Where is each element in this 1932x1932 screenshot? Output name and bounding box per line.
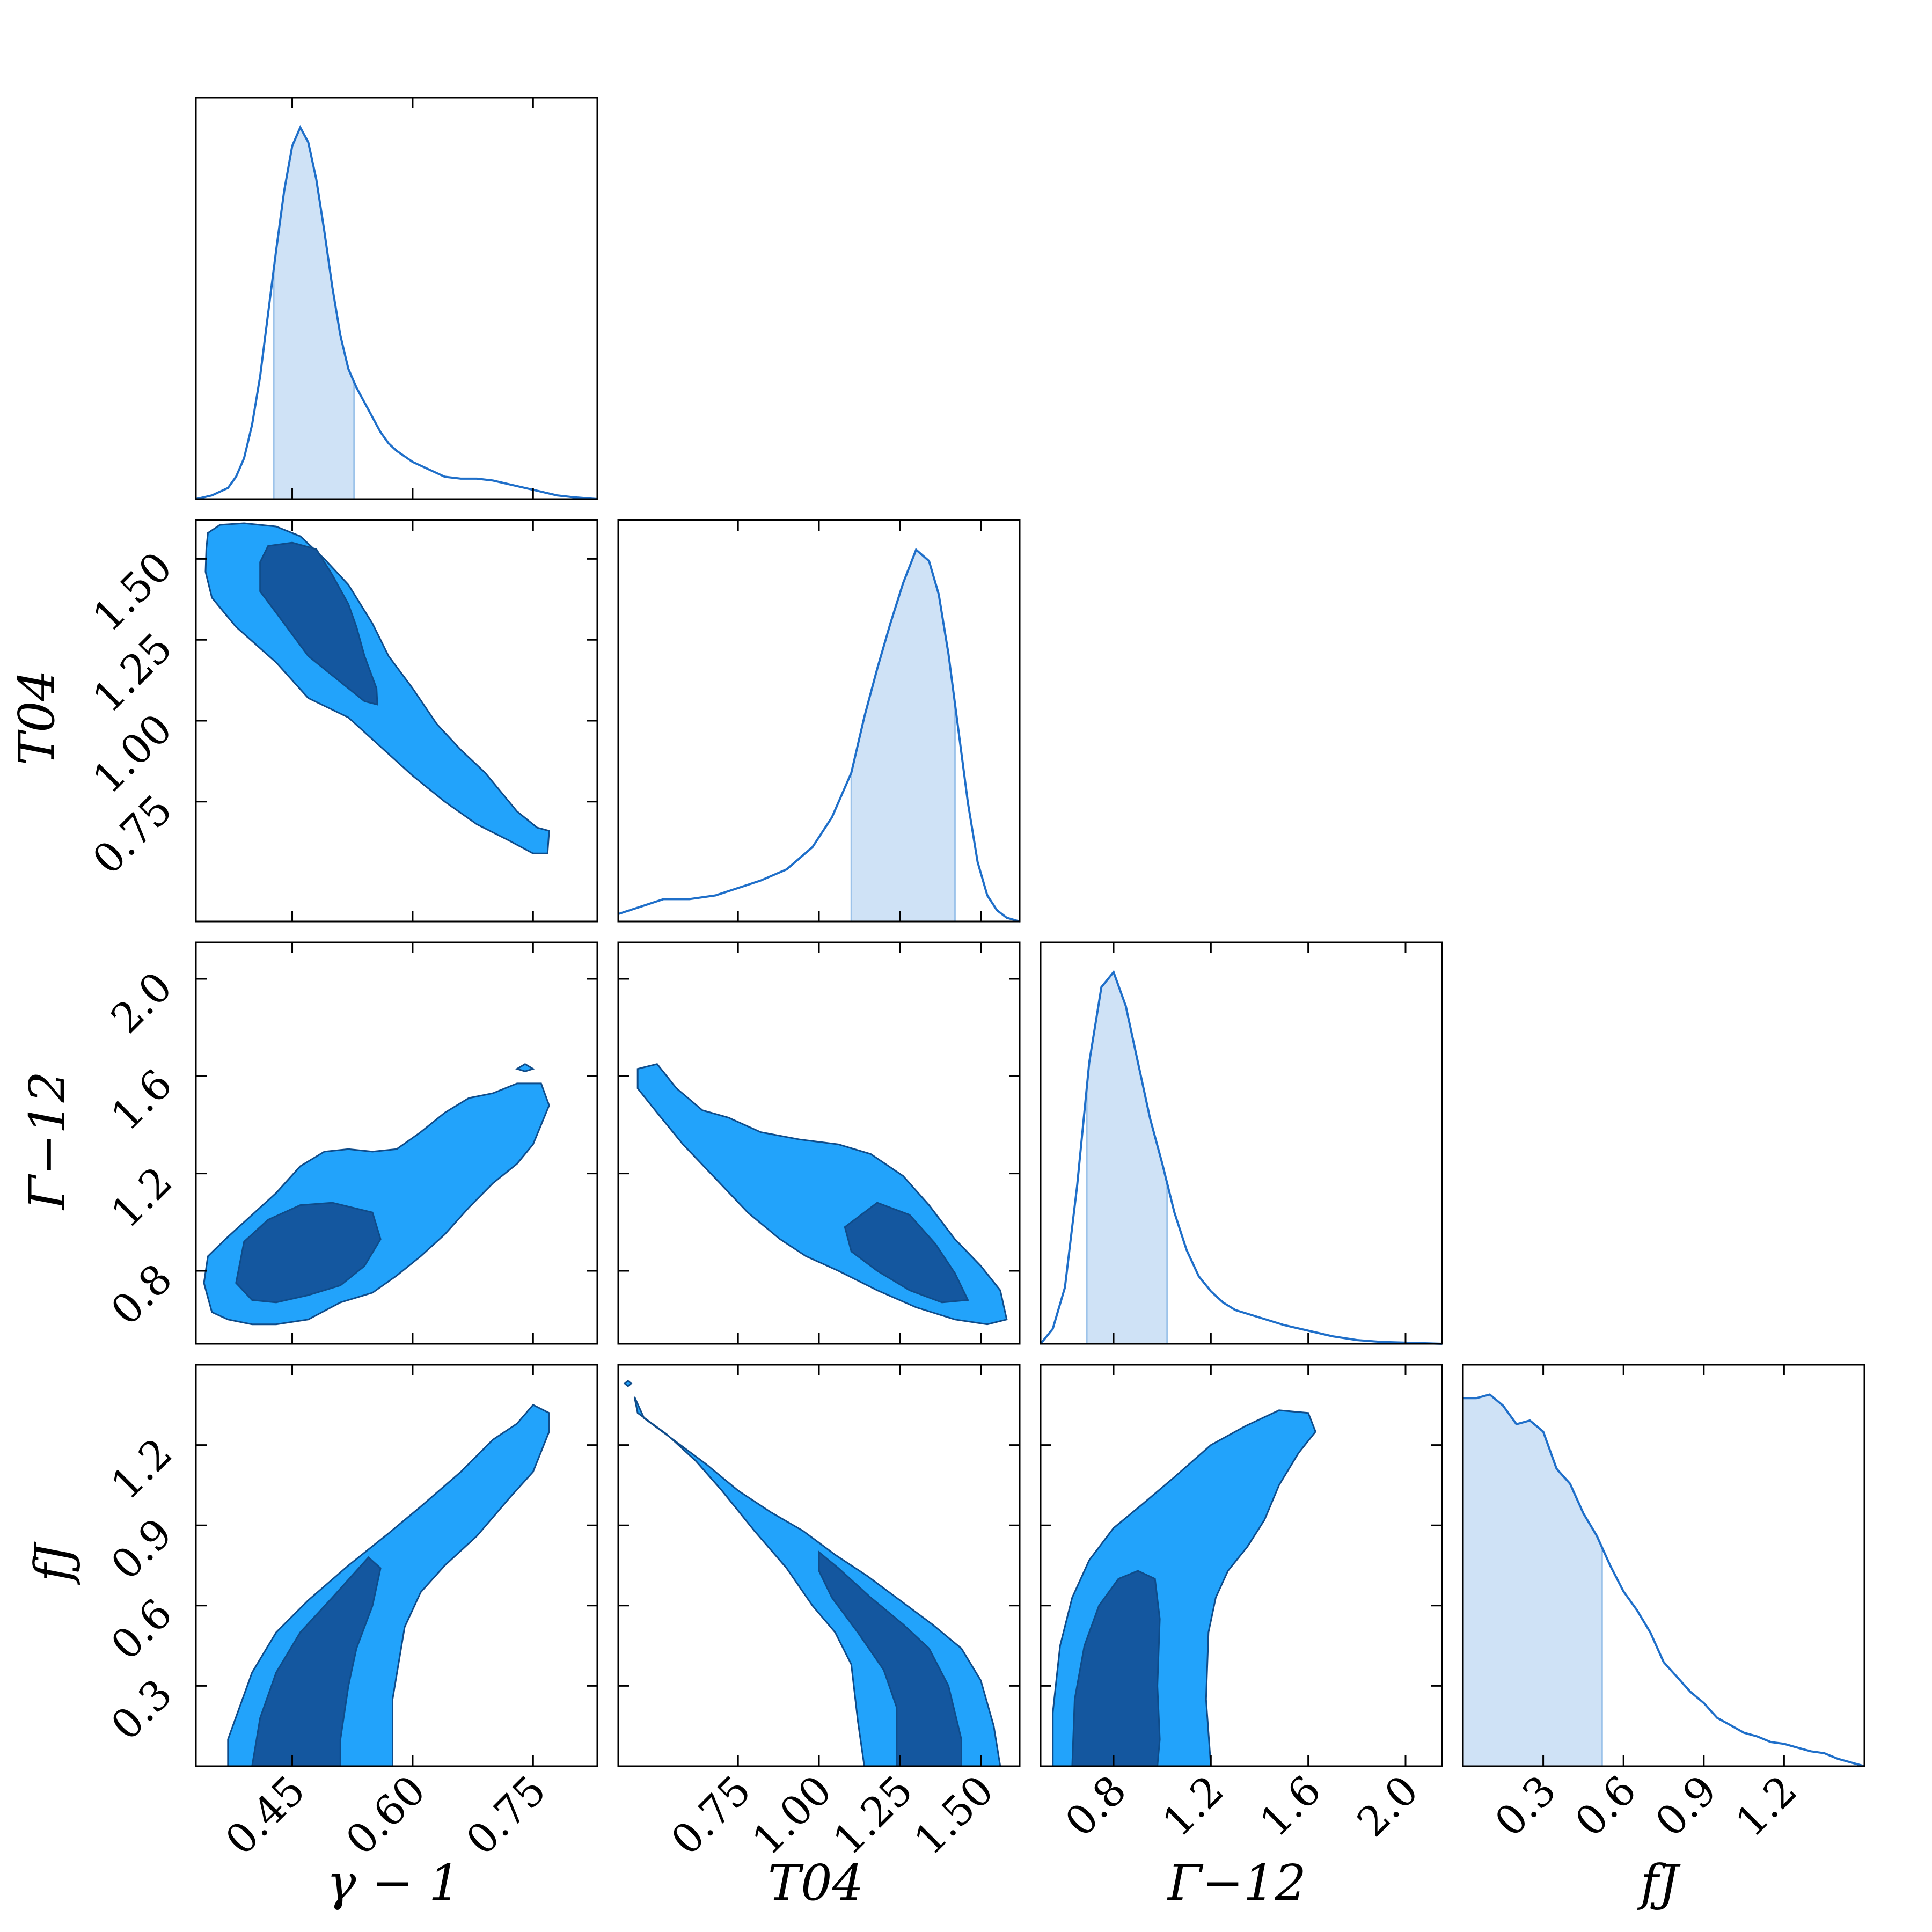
kde-line-Gamma12 <box>1040 970 1443 1345</box>
marginal-panel-gamma <box>195 97 598 500</box>
x-tick-label-fJ-3: 1.2 <box>1726 1766 1806 1846</box>
y-axis-label-gamma12-text: Γ−12 <box>19 1071 76 1211</box>
credible-interval-fJ <box>1462 1394 1603 1767</box>
marginal-frame-fJ <box>1462 1364 1865 1767</box>
x-axis-label-t04-text: T04 <box>768 1854 863 1912</box>
y-axis-label-gamma12: Γ−12 <box>19 1071 76 1211</box>
kde-line-gamma <box>195 125 598 500</box>
y-axis-label-t04: T04 <box>8 670 65 765</box>
y-tick-label-gamma-fJ-y-1: 0.6 <box>101 1590 181 1669</box>
contour-68-T04-Gamma12 <box>844 1202 969 1304</box>
x-axis-label-gamma12-text: Γ−12 <box>1167 1854 1306 1912</box>
x-axis-label-gamma: γ − 1 <box>326 1854 460 1912</box>
x-axis-label-fj-text: fJ <box>1637 1854 1681 1912</box>
x-axis-label-fj: fJ <box>1637 1854 1681 1912</box>
x-tick-label-T04-fJ-x-2: 1.25 <box>824 1766 922 1864</box>
x-axis-label-t04: T04 <box>768 1854 863 1912</box>
y-tick-label-gamma-T04-y-1: 1.00 <box>83 705 181 803</box>
x-tick-label-T04-fJ-x-1: 1.00 <box>743 1766 841 1864</box>
marginal-panel-T04 <box>617 519 1021 923</box>
x-tick-label-fJ-0: 0.3 <box>1485 1766 1565 1846</box>
y-tick-label-gamma-Gamma12-y-2: 1.6 <box>101 1060 181 1139</box>
marginal-frame-gamma <box>195 97 598 500</box>
contour-68-gamma-T04 <box>259 541 378 706</box>
contour-68-gamma-Gamma12 <box>235 1202 382 1304</box>
marginal-panel-Gamma12 <box>1040 941 1443 1345</box>
contour-panel-gamma-T04: 0.751.001.251.50 <box>83 519 598 923</box>
x-tick-label-Gamma12-fJ-x-1: 1.2 <box>1153 1766 1233 1846</box>
contour-frame-gamma-fJ <box>195 1364 598 1767</box>
y-tick-label-gamma-fJ-y-3: 1.2 <box>101 1429 181 1508</box>
marginal-panel-fJ: 0.3 0.6 0.9 1.2 <box>1462 1364 1865 1846</box>
contour-95-gamma-T04 <box>204 522 550 854</box>
y-axis-label-fj-text: fJ <box>24 1541 82 1585</box>
y-tick-label-gamma-T04-y-3: 1.50 <box>83 543 181 641</box>
y-tick-label-gamma-T04-y-2: 1.25 <box>83 624 181 722</box>
x-tick-label-fJ-2: 0.9 <box>1646 1766 1725 1846</box>
contour-frame-gamma-Gamma12 <box>195 941 598 1345</box>
contour-frame-Gamma12-fJ <box>1040 1364 1443 1767</box>
x-tick-label-Gamma12-fJ-x-3: 2.0 <box>1348 1766 1427 1846</box>
contour-68-gamma-fJ <box>251 1556 382 1766</box>
contour-68-T04-fJ <box>818 1550 962 1766</box>
y-tick-label-gamma-Gamma12-y-3: 2.0 <box>101 963 181 1042</box>
y-axis-label-fj: fJ <box>24 1541 82 1585</box>
x-tick-label-T04-fJ-x-0: 0.75 <box>662 1766 760 1864</box>
contour-68-Gamma12-fJ <box>1071 1570 1161 1766</box>
credible-interval-T04 <box>850 549 956 923</box>
x-tick-label-Gamma12-fJ-x-0: 0.8 <box>1056 1766 1135 1846</box>
marginal-frame-T04 <box>617 519 1021 923</box>
contour-panel-T04-fJ: 0.751.001.251.50 <box>617 1364 1021 1864</box>
marginal-frame-Gamma12 <box>1040 941 1443 1345</box>
x-axis-label-gamma12: Γ−12 <box>1167 1854 1306 1912</box>
x-tick-label-gamma-fJ-x-1: 0.60 <box>336 1766 435 1864</box>
x-tick-label-Gamma12-fJ-x-2: 1.6 <box>1250 1766 1330 1846</box>
contour-panel-gamma-Gamma12: 0.8 1.2 1.6 2.0 <box>101 941 598 1345</box>
x-tick-label-gamma-fJ-x-2: 0.75 <box>457 1766 555 1864</box>
x-tick-label-fJ-1: 0.6 <box>1566 1766 1645 1846</box>
y-tick-label-gamma-fJ-y-0: 0.3 <box>101 1670 181 1749</box>
x-tick-label-gamma-fJ-x-0: 0.45 <box>216 1766 314 1864</box>
contour-panel-Gamma12-fJ: 0.8 1.2 1.6 2.0 <box>1040 1364 1443 1846</box>
contour-95-island-T04-fJ-0 <box>623 1379 633 1387</box>
contour-panel-gamma-fJ: 0.45 0.60 0.75 0.30.60.91.2 <box>101 1364 598 1864</box>
contour-95-island-gamma-Gamma12-0 <box>515 1063 535 1072</box>
contour-panel-T04-Gamma12 <box>617 941 1021 1345</box>
kde-line-T04 <box>618 548 1020 923</box>
y-tick-label-gamma-fJ-y-2: 0.9 <box>101 1509 181 1589</box>
x-tick-label-T04-fJ-x-3: 1.50 <box>905 1766 1003 1864</box>
y-tick-label-gamma-Gamma12-y-1: 1.2 <box>101 1157 181 1236</box>
credible-interval-Gamma12 <box>1086 970 1168 1345</box>
y-axis-label-t04-text: T04 <box>8 670 65 765</box>
y-tick-label-gamma-Gamma12-y-0: 0.8 <box>101 1255 181 1334</box>
kde-line-fJ <box>1463 1393 1865 1767</box>
y-tick-label-gamma-T04-y-0: 0.75 <box>83 786 181 884</box>
